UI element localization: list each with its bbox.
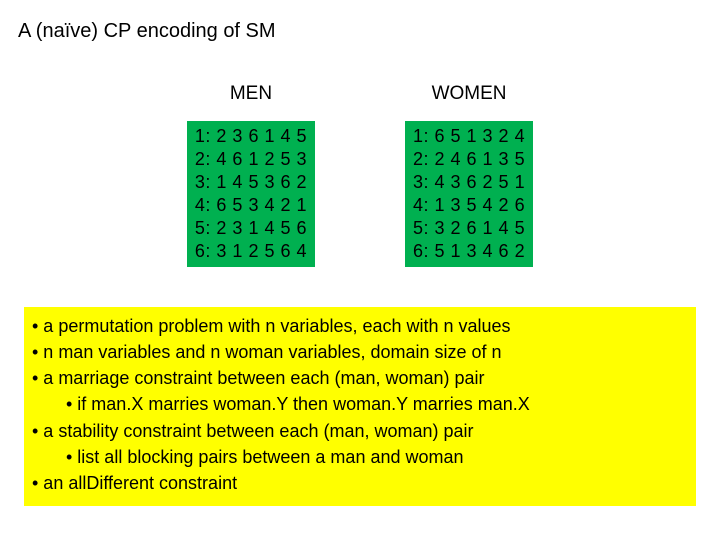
note-line: • a permutation problem with n variables… bbox=[32, 313, 688, 339]
men-row: 6: 3 1 2 5 6 4 bbox=[195, 241, 307, 261]
men-column: MEN 1: 2 3 6 1 4 5 2: 4 6 1 2 5 3 3: 1 4… bbox=[187, 83, 315, 267]
women-row: 5: 3 2 6 1 4 5 bbox=[413, 218, 525, 238]
women-row: 1: 6 5 1 3 2 4 bbox=[413, 126, 525, 146]
men-header: MEN bbox=[187, 83, 315, 105]
women-column: WOMEN 1: 6 5 1 3 2 4 2: 2 4 6 1 3 5 3: 4… bbox=[405, 83, 533, 267]
men-row: 5: 2 3 1 4 5 6 bbox=[195, 218, 307, 238]
men-row: 3: 1 4 5 3 6 2 bbox=[195, 172, 307, 192]
slide-title: A (naïve) CP encoding of SM bbox=[18, 20, 702, 43]
note-line: • a marriage constraint between each (ma… bbox=[32, 365, 688, 391]
women-header: WOMEN bbox=[405, 83, 533, 105]
women-row: 4: 1 3 5 4 2 6 bbox=[413, 195, 525, 215]
women-row: 3: 4 3 6 2 5 1 bbox=[413, 172, 525, 192]
men-row: 4: 6 5 3 4 2 1 bbox=[195, 195, 307, 215]
men-preferences: 1: 2 3 6 1 4 5 2: 4 6 1 2 5 3 3: 1 4 5 3… bbox=[187, 121, 315, 267]
note-line-indent: • if man.X marries woman.Y then woman.Y … bbox=[32, 391, 688, 417]
women-row: 2: 2 4 6 1 3 5 bbox=[413, 149, 525, 169]
note-line: • n man variables and n woman variables,… bbox=[32, 339, 688, 365]
note-line-indent: • list all blocking pairs between a man … bbox=[32, 444, 688, 470]
women-preferences: 1: 6 5 1 3 2 4 2: 2 4 6 1 3 5 3: 4 3 6 2… bbox=[405, 121, 533, 267]
men-row: 2: 4 6 1 2 5 3 bbox=[195, 149, 307, 169]
women-row: 6: 5 1 3 4 6 2 bbox=[413, 241, 525, 261]
note-line: • a stability constraint between each (m… bbox=[32, 418, 688, 444]
slide: A (naïve) CP encoding of SM MEN 1: 2 3 6… bbox=[0, 0, 720, 526]
men-row: 1: 2 3 6 1 4 5 bbox=[195, 126, 307, 146]
preferences-container: MEN 1: 2 3 6 1 4 5 2: 4 6 1 2 5 3 3: 1 4… bbox=[18, 83, 702, 267]
note-line: • an allDifferent constraint bbox=[32, 470, 688, 496]
notes-block: • a permutation problem with n variables… bbox=[24, 307, 696, 506]
